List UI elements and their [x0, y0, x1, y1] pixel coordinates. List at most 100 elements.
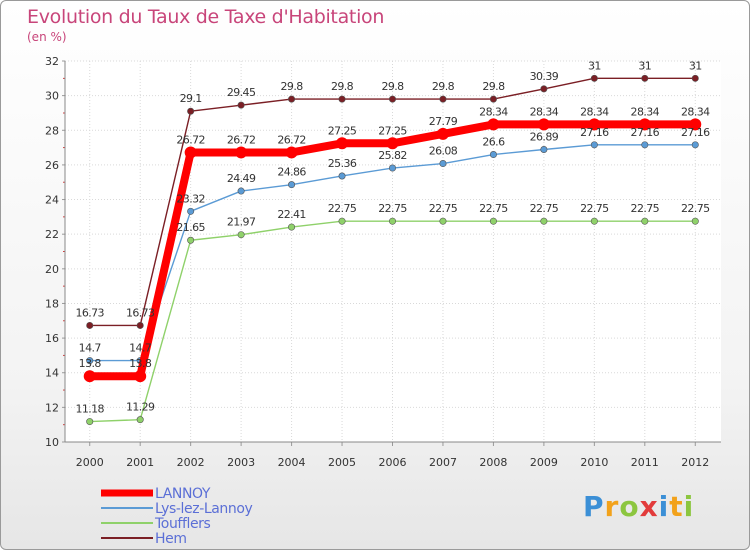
data-label-lannoy: 26.72 — [227, 133, 256, 146]
data-label-hem: 31 — [689, 59, 702, 72]
data-point-lys-lez-lannoy — [641, 141, 649, 149]
data-label-lys-lez-lannoy: 25.36 — [328, 157, 357, 170]
data-point-toufflers — [489, 217, 497, 225]
logo-letter: i — [658, 490, 670, 523]
data-label-lannoy: 26.72 — [176, 133, 205, 146]
data-point-toufflers — [691, 217, 699, 225]
logo-letter: P — [583, 490, 605, 523]
data-point-lannoy — [386, 137, 399, 150]
data-label-hem: 29.8 — [281, 80, 304, 93]
data-point-toufflers — [439, 217, 447, 225]
data-label-hem: 30.39 — [530, 70, 559, 83]
data-label-toufflers: 22.75 — [479, 202, 508, 215]
data-label-hem: 31 — [638, 59, 651, 72]
data-point-hem — [136, 321, 144, 329]
data-label-hem: 29.8 — [482, 80, 505, 93]
y-tick-label: 12 — [45, 401, 59, 414]
data-label-hem: 29.8 — [381, 80, 404, 93]
x-tick-label: 2008 — [479, 456, 507, 469]
data-point-hem — [86, 321, 94, 329]
data-point-lys-lez-lannoy — [439, 160, 447, 168]
x-tick-label: 2006 — [379, 456, 407, 469]
data-point-toufflers — [388, 217, 396, 225]
legend-label: LANNOY — [155, 486, 211, 502]
x-tick-label: 2000 — [76, 456, 104, 469]
logo-letter: r — [604, 490, 620, 523]
data-point-lannoy — [436, 127, 449, 140]
data-point-hem — [590, 74, 598, 82]
data-point-lys-lez-lannoy — [691, 141, 699, 149]
data-label-lannoy: 28.34 — [580, 105, 609, 118]
data-label-hem: 16.73 — [126, 306, 155, 319]
data-label-toufflers: 22.41 — [277, 208, 306, 221]
data-label-lannoy: 13.8 — [79, 357, 102, 370]
data-point-lannoy — [134, 370, 147, 383]
data-point-lys-lez-lannoy — [288, 181, 296, 189]
data-point-hem — [237, 101, 245, 109]
logo-letter: o — [619, 490, 640, 523]
data-point-lannoy — [638, 118, 651, 131]
data-label-hem: 29.8 — [331, 80, 354, 93]
data-point-lannoy — [285, 146, 298, 159]
x-tick-label: 2011 — [631, 456, 659, 469]
data-point-toufflers — [86, 418, 94, 426]
data-label-lannoy: 27.79 — [429, 115, 458, 128]
legend-label: Hem — [155, 531, 187, 547]
data-point-hem — [388, 95, 396, 103]
data-point-toufflers — [540, 217, 548, 225]
data-point-toufflers — [288, 223, 296, 231]
x-tick-label: 2003 — [227, 456, 255, 469]
data-label-toufflers: 22.75 — [631, 202, 660, 215]
y-tick-label: 32 — [45, 55, 59, 68]
data-label-lys-lez-lannoy: 26.6 — [482, 136, 505, 149]
data-point-toufflers — [338, 217, 346, 225]
data-point-toufflers — [136, 416, 144, 424]
data-point-lys-lez-lannoy — [590, 141, 598, 149]
y-tick-label: 10 — [45, 436, 59, 449]
data-label-lys-lez-lannoy: 27.16 — [631, 126, 660, 139]
data-point-lys-lez-lannoy — [86, 357, 94, 365]
x-tick-label: 2001 — [126, 456, 154, 469]
data-label-lys-lez-lannoy: 24.49 — [227, 172, 256, 185]
data-label-toufflers: 22.75 — [580, 202, 609, 215]
data-point-toufflers — [237, 231, 245, 239]
data-label-lannoy: 28.34 — [530, 105, 559, 118]
logo-letter: i — [683, 490, 695, 523]
x-tick-label: 2010 — [580, 456, 608, 469]
data-label-lys-lez-lannoy: 25.82 — [378, 149, 407, 162]
legend-label: Toufflers — [154, 516, 211, 532]
x-tick-label: 2012 — [681, 456, 709, 469]
x-tick-label: 2007 — [429, 456, 457, 469]
chart-title: Evolution du Taux de Taxe d'Habitation — [27, 6, 385, 28]
data-point-lys-lez-lannoy — [388, 164, 396, 172]
data-label-lys-lez-lannoy: 23.32 — [176, 192, 205, 205]
data-point-lys-lez-lannoy — [187, 207, 195, 215]
data-point-hem — [489, 95, 497, 103]
data-label-lannoy: 28.34 — [479, 105, 508, 118]
data-point-hem — [338, 95, 346, 103]
data-label-toufflers: 21.65 — [176, 221, 205, 234]
data-label-lys-lez-lannoy: 24.86 — [277, 166, 306, 179]
y-tick-label: 24 — [45, 194, 59, 207]
data-point-hem — [187, 107, 195, 115]
data-point-lannoy — [184, 146, 197, 159]
data-point-lannoy — [83, 370, 96, 383]
x-tick-label: 2005 — [328, 456, 356, 469]
data-point-hem — [288, 95, 296, 103]
data-label-toufflers: 22.75 — [328, 202, 357, 215]
y-tick-label: 22 — [45, 228, 59, 241]
data-label-lannoy: 27.25 — [328, 124, 357, 137]
data-point-hem — [540, 85, 548, 93]
legend-label: Lys-lez-Lannoy — [155, 501, 253, 517]
data-label-toufflers: 22.75 — [530, 202, 559, 215]
y-tick-label: 28 — [45, 124, 59, 137]
data-point-lannoy — [336, 137, 349, 150]
data-label-hem: 29.45 — [227, 86, 256, 99]
data-label-lys-lez-lannoy: 27.16 — [580, 126, 609, 139]
y-tick-label: 30 — [45, 90, 59, 103]
data-label-hem: 29.1 — [180, 92, 202, 105]
data-label-lys-lez-lannoy: 26.89 — [530, 130, 559, 143]
data-label-lannoy: 13.8 — [129, 357, 152, 370]
